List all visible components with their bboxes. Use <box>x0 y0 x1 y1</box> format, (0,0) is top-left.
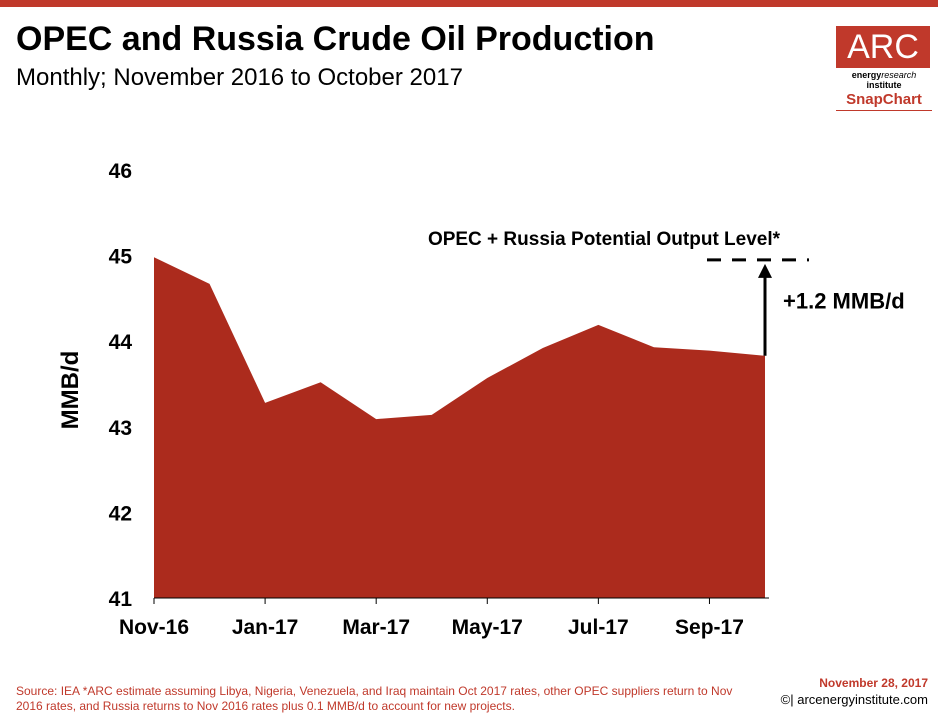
arc-logo-mark: ARC <box>836 26 930 68</box>
publish-date: November 28, 2017 <box>819 676 928 690</box>
y-axis: 41 42 43 44 45 46 <box>109 160 133 611</box>
snapchart-label: SnapChart <box>836 91 932 111</box>
gap-annotation: +1.2 MMB/d <box>783 289 905 314</box>
arc-logo-word-research: research <box>881 70 917 80</box>
y-tick-label: 42 <box>109 502 132 525</box>
top-accent-bar <box>0 0 938 7</box>
x-tick-label: May-17 <box>452 616 523 639</box>
x-axis: Nov-16 Jan-17 Mar-17 May-17 Jul-17 Sep-17 <box>119 598 744 639</box>
y-axis-label: MMB/d <box>57 351 84 430</box>
y-tick-label: 45 <box>109 246 133 269</box>
x-tick-label: Sep-17 <box>675 616 744 639</box>
website-credit: ©| arcenergyinstitute.com <box>780 692 928 707</box>
source-note: Source: IEA *ARC estimate assuming Libya… <box>16 684 733 713</box>
gap-arrowhead <box>758 263 772 278</box>
chart-title: OPEC and Russia Crude Oil Production <box>16 20 655 58</box>
production-area <box>154 257 765 598</box>
x-tick-label: Jan-17 <box>232 616 299 639</box>
y-tick-label: 43 <box>109 417 132 440</box>
arc-logo-word-energy: energy <box>851 70 882 80</box>
arc-logo: ARC energyresearch institute SnapChart <box>836 26 932 111</box>
arc-logo-tagline: energyresearch <box>836 70 932 80</box>
x-tick-label: Mar-17 <box>342 616 410 639</box>
chart-subtitle: Monthly; November 2016 to October 2017 <box>16 64 463 91</box>
arc-logo-word-institute: institute <box>866 80 902 90</box>
y-tick-label: 41 <box>109 588 133 611</box>
y-tick-label: 44 <box>109 331 133 354</box>
potential-output-label: OPEC + Russia Potential Output Level* <box>428 229 781 250</box>
y-tick-label: 46 <box>109 160 132 183</box>
x-tick-label: Jul-17 <box>568 616 629 639</box>
x-tick-label: Nov-16 <box>119 616 189 639</box>
